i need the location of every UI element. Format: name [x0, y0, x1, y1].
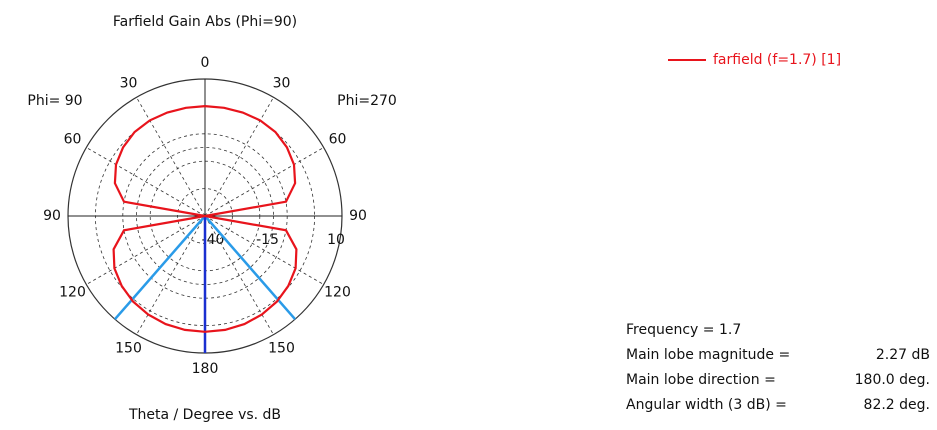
beamwidth-line	[115, 216, 205, 319]
theta-tick-label: 30	[273, 75, 291, 91]
theta-tick-label: 180	[192, 361, 219, 377]
chart: Farfield Gain Abs (Phi=90) Phi= 90 Phi=2…	[0, 0, 937, 430]
chart-title: Farfield Gain Abs (Phi=90)	[113, 14, 297, 30]
legend-label: farfield (f=1.7) [1]	[713, 52, 841, 68]
info-label: Frequency = 1.7	[626, 322, 741, 338]
theta-tick-label: 60	[329, 132, 347, 148]
info-label: Main lobe direction =	[626, 372, 776, 388]
info-value: 180.0 deg.	[855, 372, 930, 388]
theta-tick-label: 90	[43, 208, 61, 224]
info-label: Angular width (3 dB) =	[626, 397, 787, 413]
theta-tick-label: 60	[64, 132, 82, 148]
theta-tick-label: 0	[201, 55, 210, 71]
info-value: 82.2 deg.	[864, 397, 930, 413]
theta-tick-label: 150	[268, 341, 295, 357]
theta-tick-label: 120	[59, 285, 86, 301]
theta-tick-label: 30	[120, 75, 138, 91]
grid-spoke	[137, 97, 206, 216]
phi-label: Phi=270	[337, 93, 397, 109]
info-label: Main lobe magnitude =	[626, 347, 790, 363]
theta-tick-label: 150	[115, 341, 142, 357]
phi-label: Phi= 90	[27, 93, 82, 109]
axis-label: Theta / Degree vs. dB	[128, 407, 281, 423]
r-tick-label: -15	[256, 232, 279, 248]
r-tick-label: 10	[327, 232, 345, 248]
theta-tick-label: 90	[349, 208, 367, 224]
beamwidth-line	[205, 216, 295, 319]
theta-tick-label: 120	[324, 285, 351, 301]
grid-spoke	[205, 97, 274, 216]
info-value: 2.27 dB	[876, 347, 930, 363]
grid-spoke	[137, 216, 206, 335]
